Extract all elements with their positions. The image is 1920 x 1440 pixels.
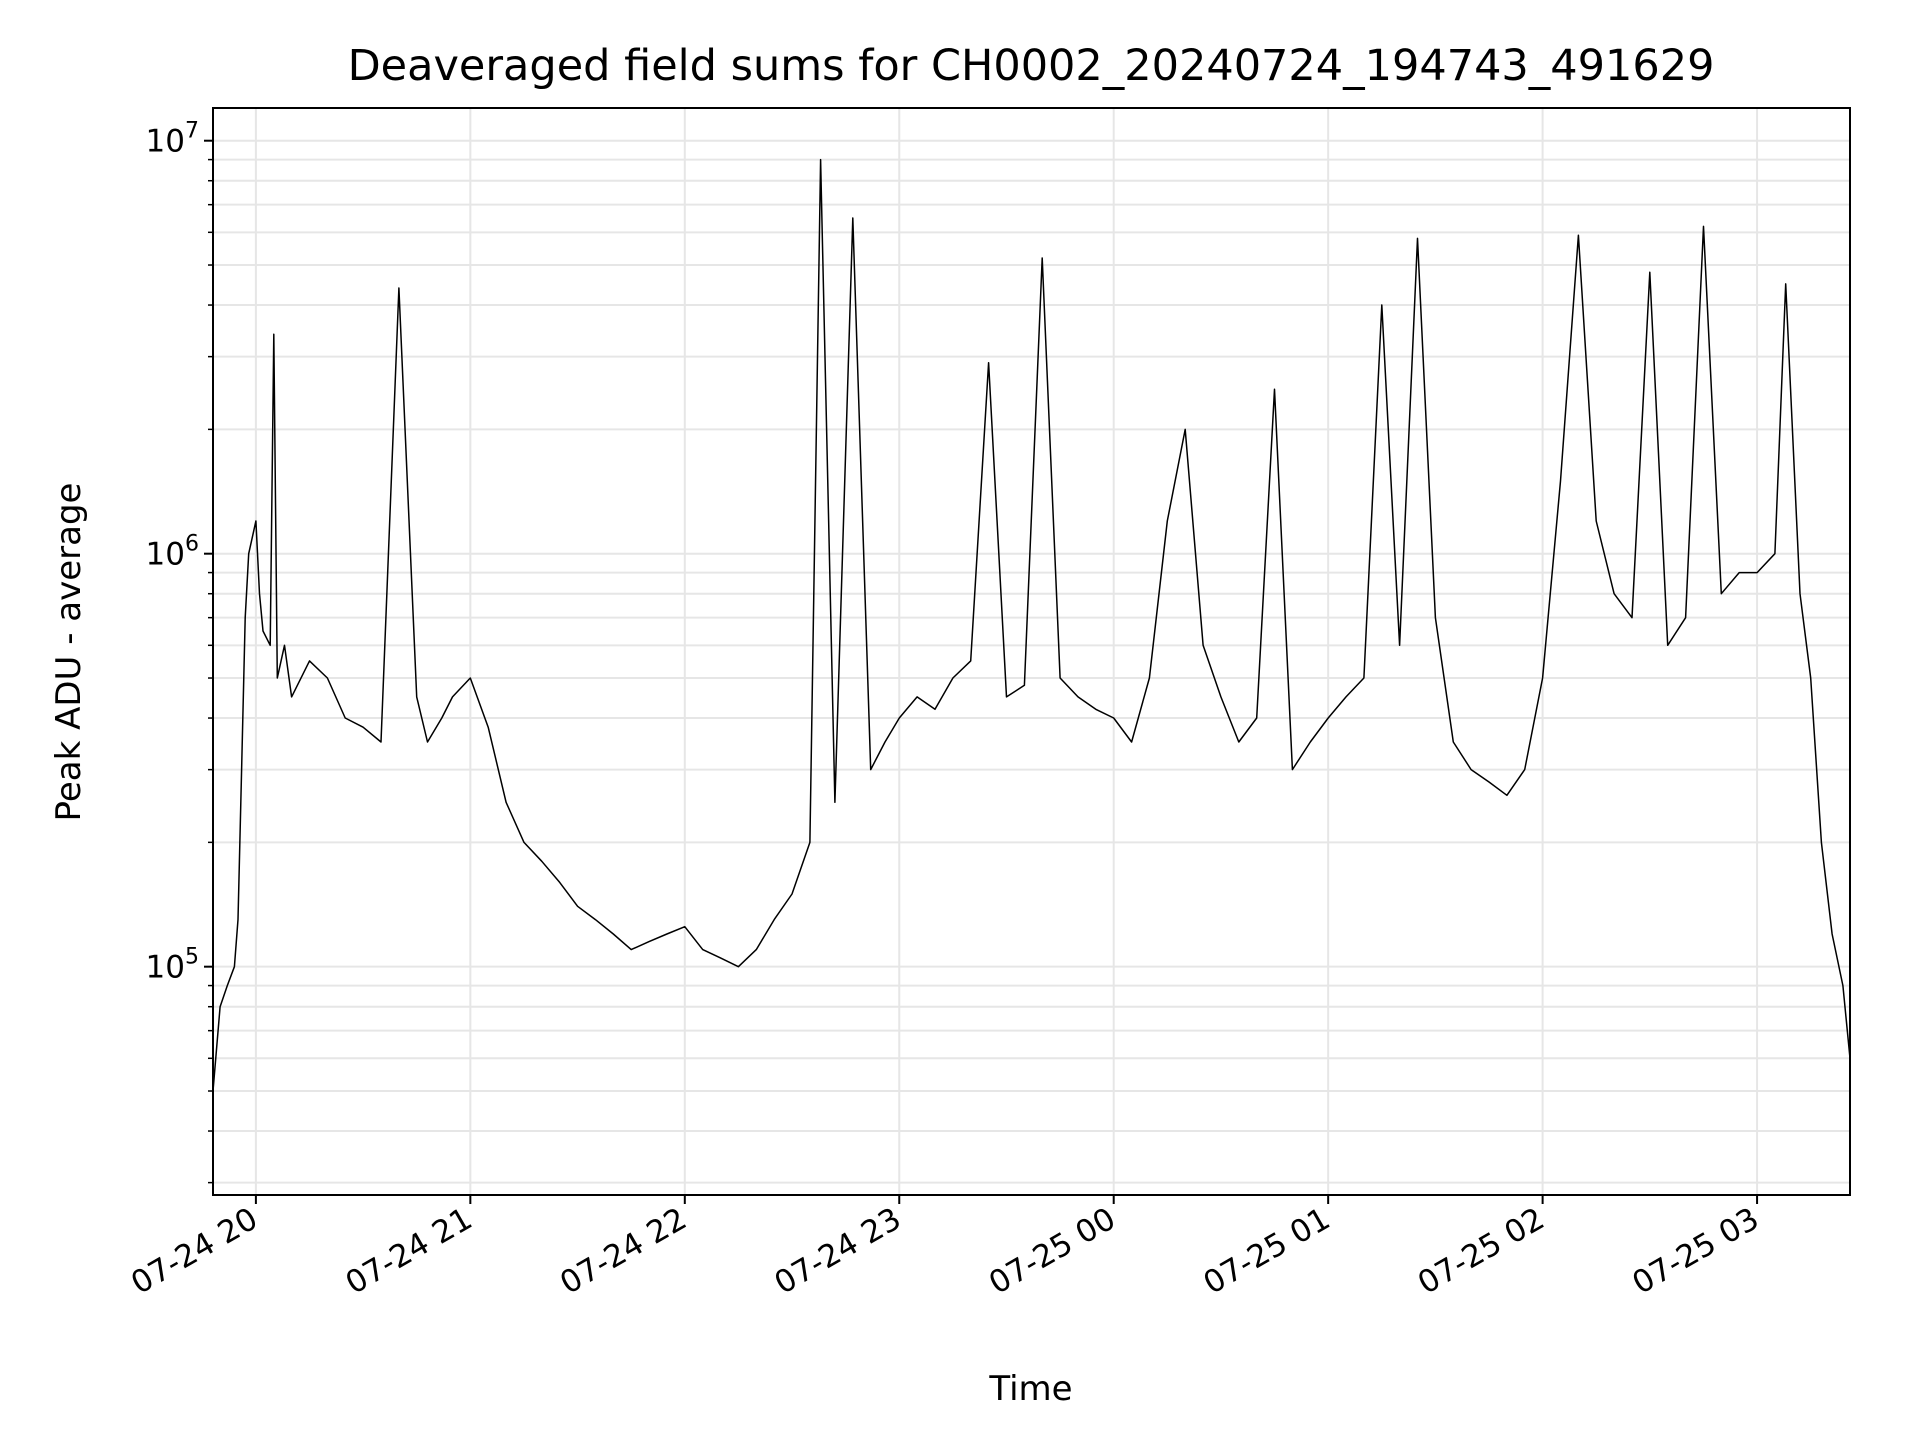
y-axis-ticks: 105 106 107 [146,119,213,1184]
y-tick-label: 105 [146,945,199,986]
plot-area [212,158,1851,1092]
plot-frame [212,107,1851,1196]
x-axis-label: Time [988,1369,1072,1409]
grid-lines [213,108,1850,1195]
y-axis-label: Peak ADU - average [49,483,89,822]
series-line [212,158,1851,1092]
y-tick-label: 107 [146,119,199,160]
y-tick-label: 106 [146,532,199,573]
chart-title: Deaveraged field sums for CH0002_2024072… [348,41,1715,91]
